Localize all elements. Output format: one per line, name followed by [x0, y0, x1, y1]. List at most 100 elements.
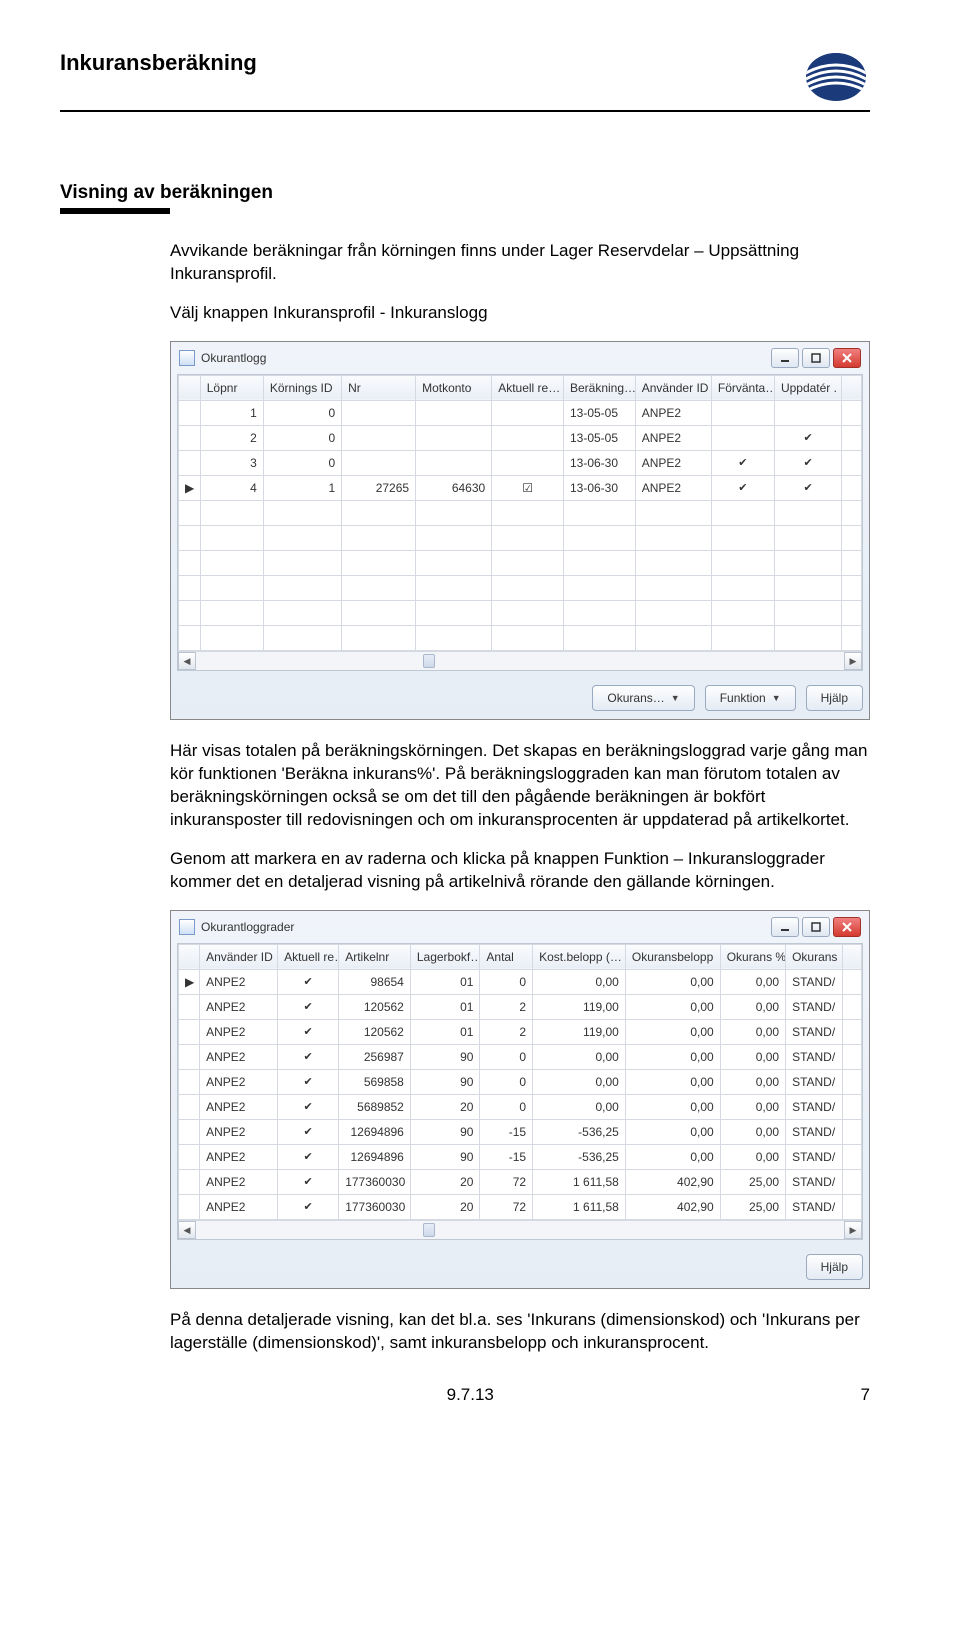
table-row[interactable]: 3013-06-30ANPE2✔✔	[179, 450, 862, 475]
hjälp-button[interactable]: Hjälp	[806, 1254, 863, 1280]
scroll-right-button[interactable]: ▶	[844, 1221, 862, 1239]
table-row[interactable]	[179, 550, 862, 575]
table-cell	[492, 625, 564, 650]
table-cell	[179, 1069, 200, 1094]
maximize-button[interactable]	[802, 917, 830, 937]
column-header[interactable]	[179, 375, 201, 400]
column-header[interactable]: Okuransbelopp	[625, 944, 720, 969]
scroll-left-button[interactable]: ◀	[178, 1221, 196, 1239]
table-cell: ☑	[492, 475, 564, 500]
button-label: Hjälp	[821, 1259, 848, 1275]
table-cell	[711, 500, 774, 525]
table-cell	[492, 500, 564, 525]
table-row[interactable]: ANPE2✔1269489690-15-536,250,000,00STAND/	[179, 1144, 862, 1169]
maximize-button[interactable]	[802, 348, 830, 368]
column-header[interactable]	[842, 944, 861, 969]
column-header[interactable]: Beräkning…	[563, 375, 635, 400]
table-cell: 177360030	[339, 1194, 411, 1219]
table-cell: 0,00	[533, 1069, 626, 1094]
table-cell: 3	[200, 450, 263, 475]
table-cell: 27265	[342, 475, 416, 500]
column-header[interactable]: Artikelnr	[339, 944, 411, 969]
table-row[interactable]: ANPE2✔5698589000,000,000,00STAND/	[179, 1069, 862, 1094]
column-header[interactable]: Okurans	[786, 944, 843, 969]
table-row[interactable]: ANPE2✔1269489690-15-536,250,000,00STAND/	[179, 1119, 862, 1144]
close-button[interactable]	[833, 917, 861, 937]
table-row[interactable]	[179, 625, 862, 650]
column-header[interactable]: Lagerbokf…	[410, 944, 480, 969]
column-header[interactable]: Använder ID	[200, 944, 278, 969]
table-cell: ✔	[711, 450, 774, 475]
table-cell: ANPE2	[200, 1019, 278, 1044]
scroll-thumb[interactable]	[423, 654, 435, 668]
okurantlogg-table[interactable]: LöpnrKörnings IDNrMotkontoAktuell re…Ber…	[178, 375, 862, 651]
column-header[interactable]: Löpnr	[200, 375, 263, 400]
column-header[interactable]: Kost.belopp (…	[533, 944, 626, 969]
table-row[interactable]: ▶412726564630☑13-06-30ANPE2✔✔	[179, 475, 862, 500]
table-row[interactable]	[179, 500, 862, 525]
column-header[interactable]: Körnings ID	[263, 375, 341, 400]
minimize-button[interactable]	[771, 348, 799, 368]
column-header[interactable]: Aktuell re…	[492, 375, 564, 400]
table-cell: 90	[410, 1144, 480, 1169]
scroll-thumb[interactable]	[423, 1223, 435, 1237]
table-cell	[842, 1169, 861, 1194]
scroll-right-button[interactable]: ▶	[844, 652, 862, 670]
table-row[interactable]: ANPE2✔17736003020721 611,58402,9025,00ST…	[179, 1169, 862, 1194]
table-cell: STAND/	[786, 994, 843, 1019]
table-cell	[842, 1194, 861, 1219]
column-header[interactable]: Okurans %	[720, 944, 785, 969]
footer-page-number: 7	[861, 1385, 870, 1405]
table-cell	[342, 400, 416, 425]
table-row[interactable]	[179, 600, 862, 625]
table-cell: 90	[410, 1119, 480, 1144]
column-header[interactable]	[842, 375, 862, 400]
column-header[interactable]: Uppdatér .	[774, 375, 841, 400]
table-row[interactable]	[179, 525, 862, 550]
hjälp-button[interactable]: Hjälp	[806, 685, 863, 711]
column-header[interactable]: Antal	[480, 944, 533, 969]
column-header[interactable]: Förvänta…	[711, 375, 774, 400]
table-cell	[635, 575, 711, 600]
table-row[interactable]: ANPE2✔120562012119,000,000,00STAND/	[179, 994, 862, 1019]
minimize-button[interactable]	[771, 917, 799, 937]
horizontal-scrollbar[interactable]: ◀ ▶	[178, 1220, 862, 1239]
table-cell: 0,00	[533, 1094, 626, 1119]
table-cell	[200, 525, 263, 550]
table-cell: 0	[480, 969, 533, 994]
table-cell: 0,00	[720, 1144, 785, 1169]
scroll-left-button[interactable]: ◀	[178, 652, 196, 670]
table-row[interactable]: 1013-05-05ANPE2	[179, 400, 862, 425]
table-cell	[711, 625, 774, 650]
table-cell: ANPE2	[200, 1194, 278, 1219]
table-row[interactable]	[179, 575, 862, 600]
close-button[interactable]	[833, 348, 861, 368]
table-cell: 13-05-05	[563, 400, 635, 425]
table-cell	[342, 425, 416, 450]
table-cell: 1 611,58	[533, 1194, 626, 1219]
okurans-button[interactable]: Okurans…▼	[592, 685, 694, 711]
horizontal-scrollbar[interactable]: ◀ ▶	[178, 651, 862, 670]
company-logo-icon	[802, 50, 870, 104]
table-row[interactable]: ▶ANPE2✔986540100,000,000,00STAND/	[179, 969, 862, 994]
column-header[interactable]: Motkonto	[416, 375, 492, 400]
okurantloggrader-table[interactable]: Använder IDAktuell re…ArtikelnrLagerbokf…	[178, 944, 862, 1220]
footer-date: 9.7.13	[447, 1385, 494, 1405]
column-header[interactable]: Nr	[342, 375, 416, 400]
table-cell	[635, 550, 711, 575]
column-header[interactable]: Använder ID	[635, 375, 711, 400]
table-cell: STAND/	[786, 969, 843, 994]
table-cell: ANPE2	[200, 1094, 278, 1119]
table-cell	[842, 600, 862, 625]
table-row[interactable]: ANPE2✔17736003020721 611,58402,9025,00ST…	[179, 1194, 862, 1219]
table-row[interactable]: ANPE2✔120562012119,000,000,00STAND/	[179, 1019, 862, 1044]
table-cell	[200, 625, 263, 650]
table-row[interactable]: ANPE2✔2569879000,000,000,00STAND/	[179, 1044, 862, 1069]
funktion-button[interactable]: Funktion▼	[705, 685, 796, 711]
table-row[interactable]: 2013-05-05ANPE2✔	[179, 425, 862, 450]
column-header[interactable]	[179, 944, 200, 969]
table-cell	[842, 1094, 861, 1119]
column-header[interactable]: Aktuell re…	[278, 944, 339, 969]
table-cell	[263, 525, 341, 550]
table-row[interactable]: ANPE2✔56898522000,000,000,00STAND/	[179, 1094, 862, 1119]
